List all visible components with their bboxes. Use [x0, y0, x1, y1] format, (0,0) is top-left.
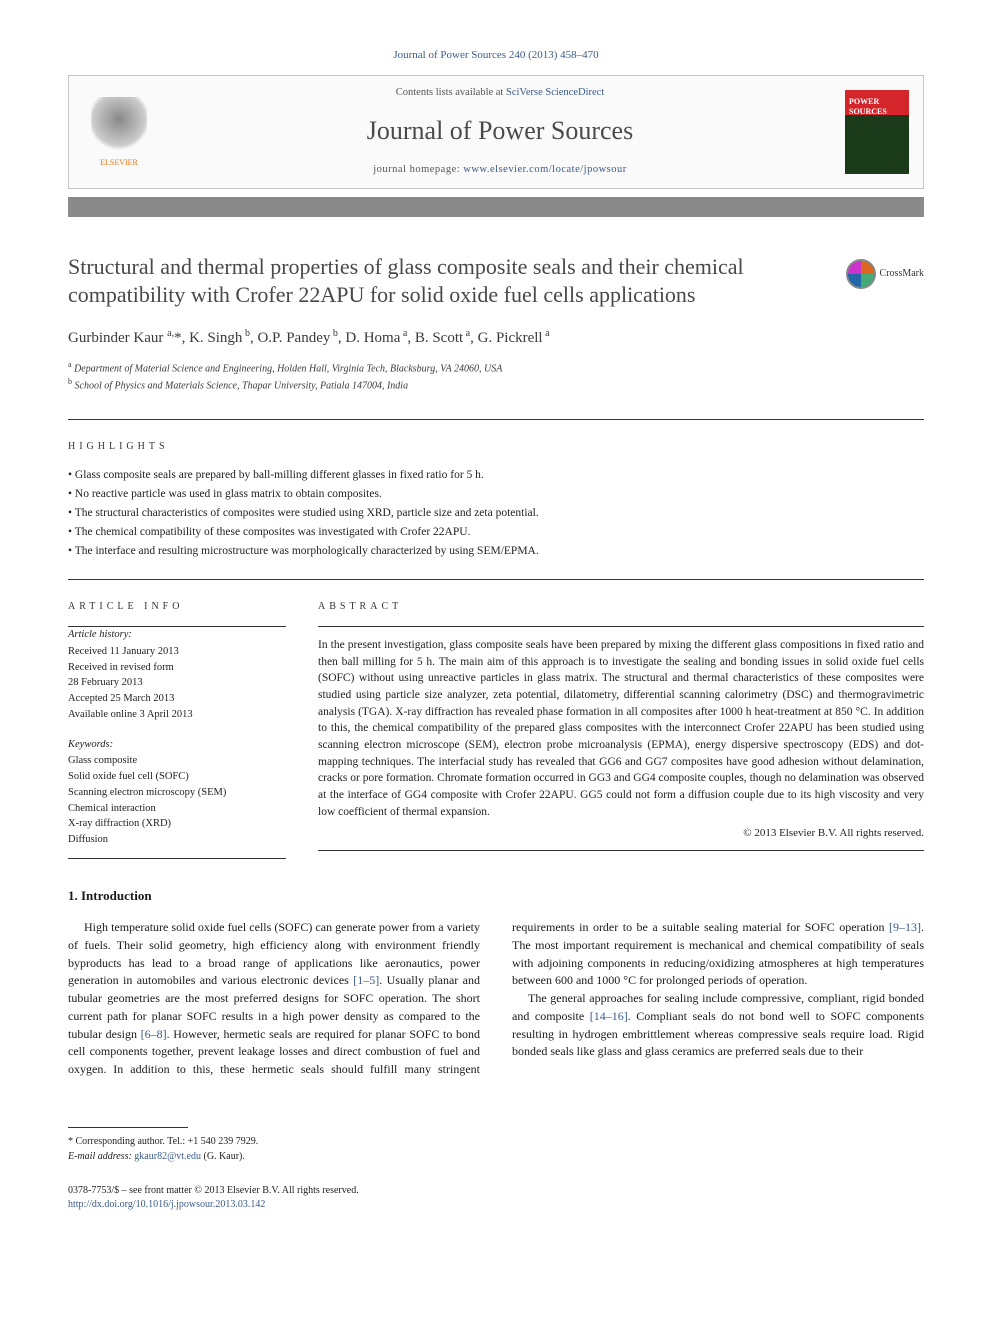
highlight-item: The structural characteristics of compos…	[68, 504, 924, 523]
keyword-item: Chemical interaction	[68, 801, 286, 817]
publisher-name: ELSEVIER	[100, 157, 138, 168]
homepage-prefix: journal homepage:	[373, 164, 463, 175]
abstract-text: In the present investigation, glass comp…	[318, 637, 924, 820]
contents-line: Contents lists available at SciVerse Sci…	[155, 86, 845, 101]
ref-link[interactable]: [6–8]	[141, 1027, 167, 1041]
history-line: Received in revised form	[68, 660, 286, 676]
keywords-lines: Glass compositeSolid oxide fuel cell (SO…	[68, 753, 286, 848]
divider	[318, 626, 924, 627]
highlights-label: HIGHLIGHTS	[68, 440, 924, 454]
email-suffix: (G. Kaur).	[201, 1151, 245, 1162]
article-info-column: ARTICLE INFO Article history: Received 1…	[68, 580, 286, 859]
footer-divider	[68, 1127, 188, 1128]
abstract-column: ABSTRACT In the present investigation, g…	[318, 580, 924, 859]
keywords-heading: Keywords:	[68, 737, 286, 753]
history-line: Received 11 January 2013	[68, 644, 286, 660]
intro-body: High temperature solid oxide fuel cells …	[68, 919, 924, 1079]
keyword-item: X-ray diffraction (XRD)	[68, 816, 286, 832]
header-grey-bar	[68, 197, 924, 217]
doi-link[interactable]: http://dx.doi.org/10.1016/j.jpowsour.201…	[68, 1199, 265, 1210]
keyword-item: Scanning electron microscopy (SEM)	[68, 785, 286, 801]
email-label: E-mail address:	[68, 1151, 134, 1162]
highlight-item: No reactive particle was used in glass m…	[68, 485, 924, 504]
copyright-line: © 2013 Elsevier B.V. All rights reserved…	[318, 826, 924, 841]
title-row: Structural and thermal properties of gla…	[68, 253, 924, 308]
highlights-section: Glass composite seals are prepared by ba…	[68, 466, 924, 561]
author-list: Gurbinder Kaur a,*, K. Singh b, O.P. Pan…	[68, 327, 924, 349]
crossmark-label: CrossMark	[880, 267, 924, 281]
ref-link[interactable]: [14–16]	[590, 1009, 628, 1023]
keyword-item: Glass composite	[68, 753, 286, 769]
elsevier-logo: ELSEVIER	[83, 89, 155, 175]
abstract-label: ABSTRACT	[318, 600, 924, 614]
homepage-line: journal homepage: www.elsevier.com/locat…	[155, 163, 845, 178]
info-abstract-row: ARTICLE INFO Article history: Received 1…	[68, 580, 924, 859]
highlight-item: The chemical compatibility of these comp…	[68, 523, 924, 542]
article-history: Article history: Received 11 January 201…	[68, 627, 286, 723]
article-info-label: ARTICLE INFO	[68, 600, 286, 614]
elsevier-tree-icon	[91, 97, 147, 153]
journal-name: Journal of Power Sources	[155, 113, 845, 149]
journal-header: ELSEVIER Contents lists available at Sci…	[68, 75, 924, 189]
homepage-link[interactable]: www.elsevier.com/locate/jpowsour	[463, 164, 626, 175]
divider	[68, 858, 286, 859]
keyword-item: Diffusion	[68, 832, 286, 848]
ref-link[interactable]: [1–5]	[353, 973, 379, 987]
sciencedirect-link[interactable]: SciVerse ScienceDirect	[506, 87, 604, 98]
article-title: Structural and thermal properties of gla…	[68, 253, 826, 308]
affiliations: a Department of Material Science and Eng…	[68, 359, 924, 394]
history-lines: Received 11 January 2013Received in revi…	[68, 644, 286, 723]
highlights-list: Glass composite seals are prepared by ba…	[68, 466, 924, 561]
header-center: Contents lists available at SciVerse Sci…	[155, 86, 845, 178]
intro-paragraph-2: The general approaches for sealing inclu…	[512, 990, 924, 1061]
history-line: Accepted 25 March 2013	[68, 691, 286, 707]
keywords-block: Keywords: Glass compositeSolid oxide fue…	[68, 737, 286, 848]
corresponding-author-footer: * Corresponding author. Tel.: +1 540 239…	[68, 1127, 924, 1164]
highlight-item: Glass composite seals are prepared by ba…	[68, 466, 924, 485]
history-line: 28 February 2013	[68, 675, 286, 691]
history-line: Available online 3 April 2013	[68, 707, 286, 723]
page-root: Journal of Power Sources 240 (2013) 458–…	[0, 0, 992, 1252]
email-link[interactable]: gkaur82@vt.edu	[134, 1151, 201, 1162]
ref-link[interactable]: [9–13]	[889, 920, 921, 934]
corresponding-line: * Corresponding author. Tel.: +1 540 239…	[68, 1134, 924, 1149]
bottom-publication-line: 0378-7753/$ – see front matter © 2013 El…	[68, 1184, 924, 1212]
contents-prefix: Contents lists available at	[396, 87, 506, 98]
intro-heading: 1. Introduction	[68, 887, 924, 905]
email-line: E-mail address: gkaur82@vt.edu (G. Kaur)…	[68, 1149, 924, 1164]
history-heading: Article history:	[68, 627, 286, 643]
crossmark-icon	[846, 259, 876, 289]
journal-reference: Journal of Power Sources 240 (2013) 458–…	[68, 48, 924, 63]
journal-cover-thumbnail	[845, 90, 909, 174]
highlight-item: The interface and resulting microstructu…	[68, 542, 924, 561]
keyword-item: Solid oxide fuel cell (SOFC)	[68, 769, 286, 785]
front-matter-line: 0378-7753/$ – see front matter © 2013 El…	[68, 1184, 924, 1198]
divider	[68, 419, 924, 420]
crossmark-widget[interactable]: CrossMark	[846, 259, 924, 289]
divider	[318, 850, 924, 851]
